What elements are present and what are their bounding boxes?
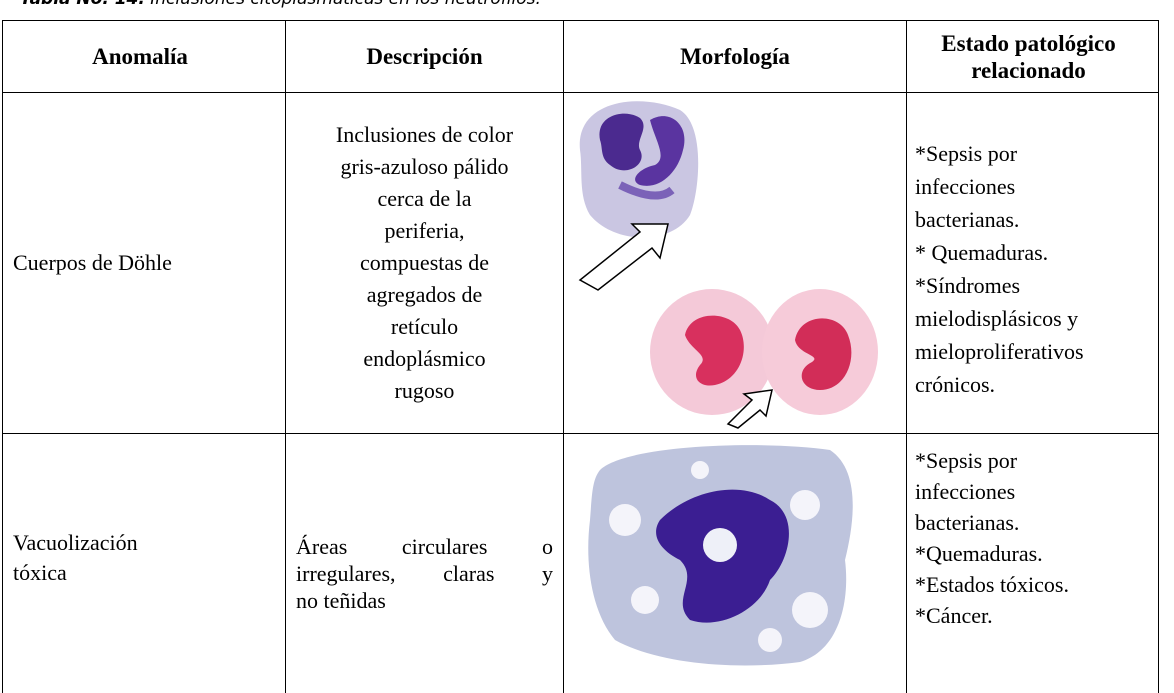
cell-text: Vacuolización tóxica: [13, 528, 285, 588]
morphology-images: [578, 101, 878, 666]
text-line: retículo: [390, 314, 459, 339]
arrow: [578, 223, 669, 291]
text-line: infecciones: [915, 174, 1016, 199]
border: [2, 92, 1159, 93]
dohle-cell: [579, 101, 699, 238]
table-cell: Vacuolización tóxica: [2, 433, 285, 693]
table-cell: Cuerpos de Döhle: [2, 92, 285, 434]
text-line: *Sepsis por: [915, 448, 1018, 473]
text-line: *Síndromes: [915, 273, 1021, 298]
text-line: rugoso: [394, 378, 455, 403]
header-cell: Descripción: [285, 20, 563, 93]
text-line: *Quemaduras.: [915, 541, 1043, 566]
cell-text: Cuerpos de Döhle: [13, 248, 285, 278]
border: [2, 20, 1159, 21]
text-line: *Cáncer.: [915, 603, 993, 628]
header-cell: Anomalía: [2, 20, 285, 93]
text-line: no teñidas: [296, 588, 386, 613]
text-line: endoplásmico: [363, 346, 486, 371]
header-text: Anomalía: [92, 44, 188, 69]
text-line: agregados de: [366, 282, 483, 307]
text-line: Cuerpos de Döhle: [13, 250, 172, 275]
text-line: compuestas de: [360, 250, 489, 275]
text-line: cerca de la: [377, 186, 472, 211]
caption-label: Tabla No. 14.: [20, 0, 145, 9]
text-line: irregulares, claras y: [296, 561, 553, 586]
text-line: periferia,: [384, 218, 465, 243]
header-cell: Estado patológico relacionado: [906, 20, 1159, 93]
text-line: * Quemaduras.: [915, 240, 1049, 265]
header-text: Morfología: [680, 44, 790, 69]
caption-text: Inclusiones citoplasmáticas en los neutr…: [150, 0, 541, 9]
text-line: infecciones: [915, 479, 1016, 504]
text-line: bacterianas.: [915, 510, 1020, 535]
cell-text: *Sepsis por infecciones bacterianas. * Quem…: [915, 137, 1158, 401]
table-cell: [563, 92, 906, 434]
cell-text: *Sepsis por infecciones bacterianas. *Quema…: [915, 445, 1158, 631]
text-line: crónicos.: [915, 372, 996, 397]
caption: Tabla No. 14. Inclusiones citoplasmática…: [20, 0, 541, 9]
cell-text: Inclusiones de color gris-azuloso pálido c…: [286, 119, 563, 407]
header-text: Descripción: [366, 43, 483, 69]
table-cell: *Sepsis por infecciones bacterianas. *Quema…: [906, 433, 1159, 693]
vacuolated-cell: [588, 445, 853, 666]
text-line: *Estados tóxicos.: [915, 572, 1069, 597]
text-line: bacterianas.: [915, 207, 1020, 232]
header-cell: Morfología: [563, 20, 906, 93]
table-cell: [563, 433, 906, 693]
text-line: gris-azuloso pálido: [340, 154, 509, 179]
text-line: Vacuolización: [13, 530, 138, 555]
text-line: Inclusiones de color: [335, 122, 514, 147]
text-line: Áreas circulares o: [296, 534, 553, 559]
text-line: mieloproliferativos: [915, 339, 1084, 364]
header-text: Estado patológico relacionado: [941, 30, 1116, 83]
pink-cells: [650, 289, 878, 415]
table-cell: Inclusiones de color gris-azuloso pálido c…: [285, 92, 563, 434]
text-line: tóxica: [13, 560, 67, 585]
text-line: *Sepsis por: [915, 141, 1018, 166]
text-line: mielodisplásicos y: [915, 306, 1079, 331]
border: [2, 433, 1159, 434]
table-cell: *Sepsis por infecciones bacterianas. * Quem…: [906, 92, 1159, 434]
arrow: [726, 389, 773, 429]
